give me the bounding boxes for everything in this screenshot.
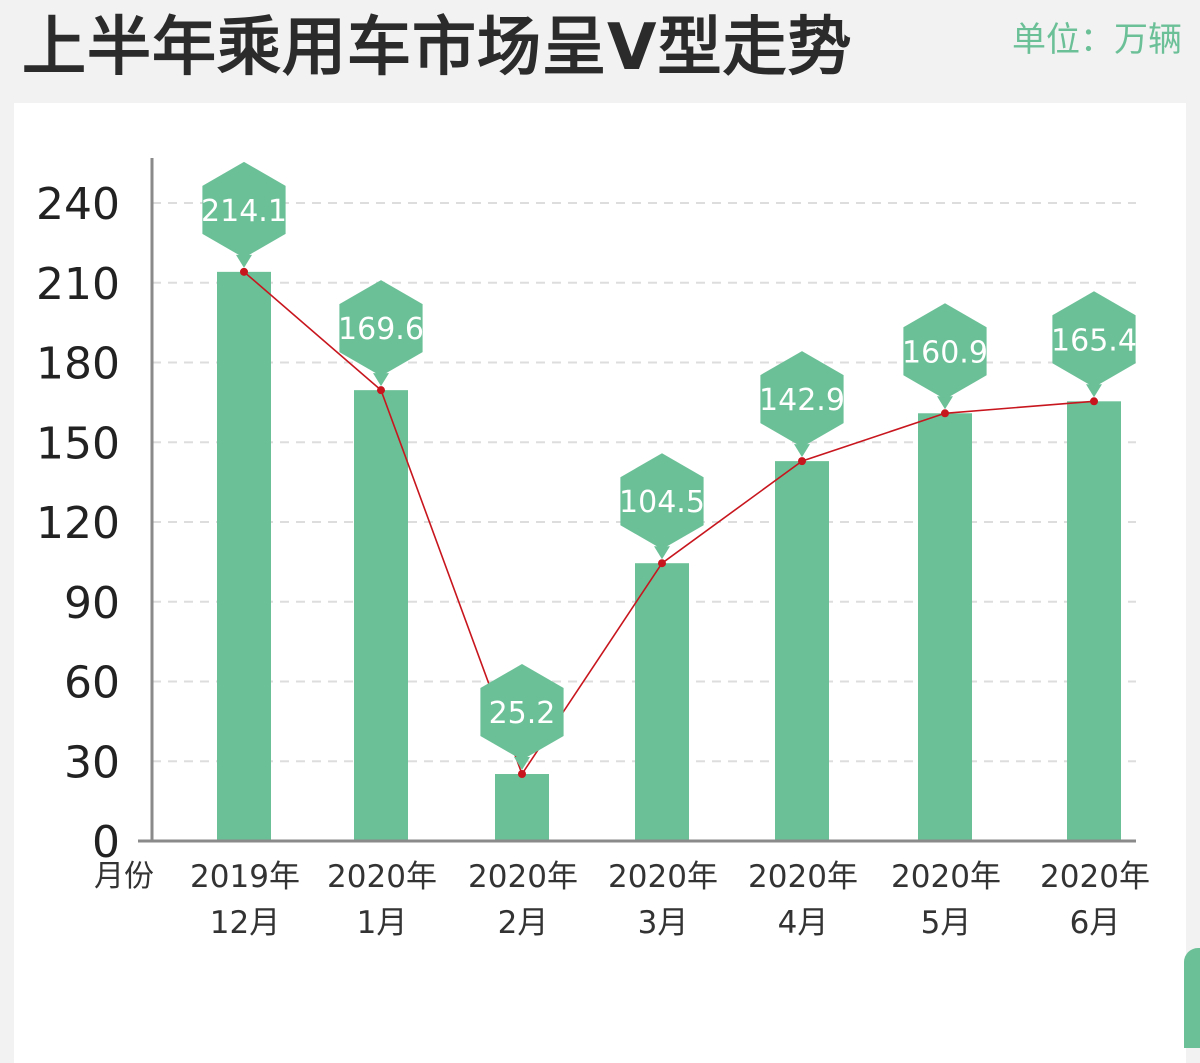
- chart-card: 月份 0 30 60 90 120 150 180 210 240 2019年 12月 2020年 1…: [14, 103, 1186, 1063]
- unit-label: 单位：万辆: [1012, 20, 1182, 60]
- trend-point: [377, 386, 385, 395]
- data-label: 104.5: [619, 485, 705, 520]
- value-tag-pointer: [236, 254, 252, 268]
- data-label: 160.9: [902, 335, 988, 370]
- x-tick-label: 6月: [1070, 905, 1121, 941]
- trend-point: [798, 457, 806, 466]
- x-tick-label: 1月: [357, 905, 408, 941]
- trend-point: [1090, 397, 1098, 406]
- y-tick-labels: 0 30 60 90 120 150 180 210 240: [36, 179, 120, 868]
- value-tag: [202, 161, 286, 258]
- x-tick-label: 2月: [498, 905, 549, 941]
- bar: [495, 774, 549, 841]
- data-label: 169.6: [338, 312, 424, 347]
- bar: [775, 461, 829, 841]
- y-tick-label: 150: [36, 418, 120, 469]
- x-tick-label: 2020年: [1040, 859, 1150, 895]
- corner-accent: [1184, 948, 1200, 1048]
- x-axis-title: 月份: [94, 859, 154, 894]
- chart: 月份 0 30 60 90 120 150 180 210 240 2019年 12月 2020年 1…: [36, 158, 1150, 941]
- value-tag-pointer: [794, 444, 810, 458]
- value-tag-pointer: [937, 396, 953, 410]
- x-tick-label: 3月: [638, 905, 689, 941]
- data-label: 214.1: [201, 194, 287, 229]
- bar: [354, 390, 408, 841]
- page-title: 上半年乘用车市场呈V型走势: [22, 11, 853, 85]
- y-tick-label: 120: [36, 498, 120, 549]
- y-tick-label: 60: [64, 658, 120, 709]
- x-tick-label: 4月: [778, 905, 829, 941]
- value-tag: [903, 303, 987, 400]
- x-tick-label: 12月: [210, 905, 280, 941]
- value-tag: [620, 453, 704, 550]
- bar: [635, 563, 689, 841]
- y-tick-label: 180: [36, 339, 120, 390]
- x-tick-label: 2020年: [748, 859, 858, 895]
- bar: [217, 271, 271, 841]
- y-tick-label: 0: [92, 817, 120, 868]
- trend-point: [658, 559, 666, 568]
- value-tag-pointer: [514, 757, 530, 771]
- y-tick-label: 210: [36, 259, 120, 310]
- value-tag: [339, 280, 423, 377]
- value-tag-pointer: [654, 546, 670, 560]
- x-tick-label: 2020年: [327, 859, 437, 895]
- bar: [918, 413, 972, 841]
- value-tag: [1052, 291, 1136, 388]
- y-tick-label: 30: [64, 737, 120, 788]
- value-label-layer: 214.1 169.6 25.2 104.5 142.9 160.9 165.4: [201, 161, 1137, 771]
- y-tick-label: 240: [36, 179, 120, 230]
- trend-point: [240, 267, 248, 276]
- value-tag: [480, 664, 564, 760]
- x-tick-label: 2020年: [891, 859, 1001, 895]
- x-tick-label: 5月: [921, 905, 972, 941]
- bar-layer: [217, 271, 1121, 841]
- data-label: 165.4: [1051, 323, 1137, 358]
- x-tick-label: 2020年: [468, 859, 578, 895]
- y-tick-label: 90: [64, 578, 120, 629]
- value-tag: [760, 351, 844, 448]
- bar: [1067, 401, 1121, 841]
- value-tag-pointer: [1086, 384, 1102, 398]
- trend-line-layer: [240, 267, 1098, 779]
- trend-point: [941, 409, 949, 418]
- x-tick-labels: 2019年 12月 2020年 1月 2020年 2月 2020年 3月 2020年 4月 2020…: [190, 859, 1150, 941]
- data-label: 142.9: [759, 383, 845, 418]
- trend-point: [518, 770, 526, 779]
- value-tag-pointer: [373, 373, 389, 387]
- x-tick-label: 2019年: [190, 859, 300, 895]
- x-tick-label: 2020年: [608, 859, 718, 895]
- axis-layer: 月份: [94, 158, 1136, 894]
- data-label: 25.2: [489, 696, 556, 731]
